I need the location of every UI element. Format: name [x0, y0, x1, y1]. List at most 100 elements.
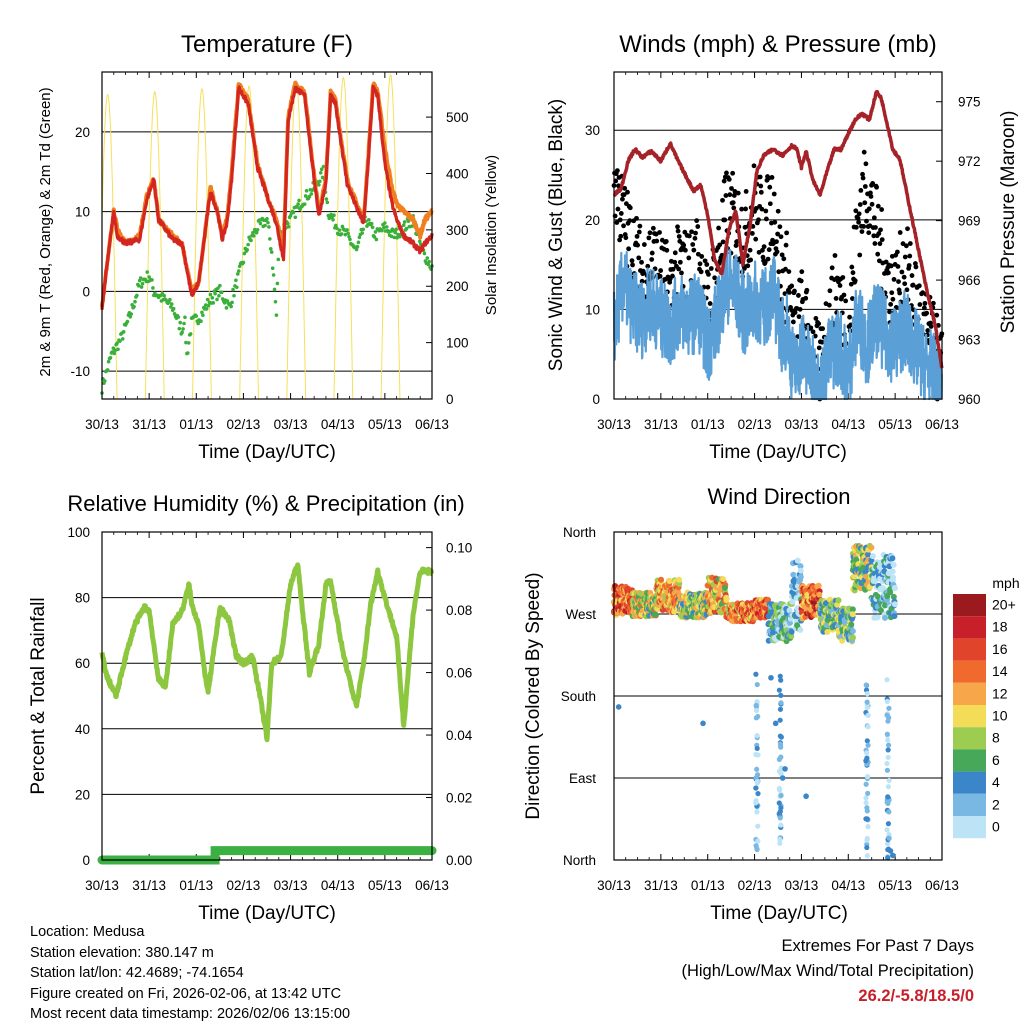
- gust-point: [872, 241, 878, 246]
- gust-point: [899, 269, 905, 275]
- gust-point: [894, 249, 900, 255]
- dewpoint-point: [357, 235, 362, 240]
- direction-point: [753, 751, 759, 758]
- gust-point: [739, 206, 745, 212]
- direction-point: [890, 593, 897, 600]
- dewpoint-point: [369, 221, 374, 226]
- direction-point: [797, 567, 804, 574]
- gust-point: [761, 244, 767, 250]
- direction-point: [754, 745, 760, 752]
- wind-line: [612, 245, 943, 401]
- direction-point: [778, 677, 784, 683]
- direction-point: [755, 713, 761, 720]
- direction-point: [890, 561, 897, 568]
- direction-point: [666, 577, 673, 584]
- plot-frame: [101, 71, 433, 400]
- gust-point: [879, 237, 885, 243]
- dewpoint-point: [425, 256, 430, 260]
- dewpoint-point: [169, 302, 174, 306]
- direction-point: [865, 824, 871, 830]
- dewpoint-point: [138, 276, 143, 280]
- direction-point: [753, 702, 759, 709]
- direction-point: [865, 724, 871, 730]
- gust-point: [670, 273, 675, 279]
- dewpoint-point: [263, 223, 267, 228]
- extremes-subtitle: (High/Low/Max Wind/Total Precipitation): [681, 962, 974, 980]
- x-tick-label: 03/13: [274, 417, 308, 432]
- direction-point: [676, 576, 683, 583]
- direction-point: [777, 706, 784, 712]
- direction-point: [885, 800, 891, 807]
- gust-point: [681, 242, 687, 248]
- gust-point: [922, 300, 928, 306]
- gust-point: [866, 230, 872, 236]
- gust-point: [639, 278, 645, 284]
- direction-point: [803, 793, 809, 800]
- dewpoint-point: [208, 292, 213, 297]
- direction-point: [776, 785, 782, 792]
- y-tick-label-right: 960: [958, 392, 981, 407]
- gust-point: [614, 168, 620, 174]
- dewpoint-point: [210, 296, 215, 300]
- y-tick-label-right: 0.04: [446, 728, 473, 743]
- x-tick-label: 05/13: [368, 878, 402, 893]
- gust-point: [727, 192, 733, 198]
- dewpoint-point: [324, 197, 329, 201]
- gust-point: [730, 170, 736, 176]
- dewpoint-point: [270, 266, 275, 271]
- gust-point: [784, 230, 790, 236]
- dewpoint-point: [200, 310, 204, 315]
- plot-frame: [613, 71, 943, 400]
- x-tick-label: 02/13: [738, 878, 772, 893]
- dewpoint-point: [307, 194, 312, 199]
- data-timestamp: Most recent data timestamp: 2026/02/06 1…: [30, 1006, 351, 1023]
- x-tick-label: 03/13: [274, 878, 308, 893]
- direction-point: [886, 835, 892, 841]
- dewpoint-point: [113, 348, 117, 353]
- gust-point: [866, 206, 872, 212]
- station-info: Location: Medusa Station elevation: 380.…: [30, 922, 350, 1025]
- gust-point: [856, 219, 861, 225]
- direction-point: [848, 621, 855, 628]
- dewpoint-point: [318, 171, 323, 175]
- x-tick-label: 05/13: [878, 878, 912, 893]
- station-latlon: Station lat/lon: 42.4689; -74.1654: [30, 965, 244, 982]
- y-tick-label-left: 20: [585, 213, 600, 228]
- dewpoint-point: [254, 230, 259, 235]
- x-tick-label: 01/13: [179, 878, 213, 893]
- x-tick-label: 30/13: [597, 878, 631, 893]
- gust-point: [849, 264, 855, 270]
- dewpoint-point: [334, 223, 338, 228]
- dewpoint-point: [188, 332, 193, 336]
- gust-point: [857, 202, 863, 207]
- dewpoint-point: [171, 306, 176, 311]
- gust-point: [708, 266, 714, 271]
- legend-swatch: [953, 793, 986, 816]
- x-tick-label: 30/13: [597, 417, 631, 432]
- gust-point: [925, 328, 931, 333]
- gust-point: [654, 238, 660, 244]
- gust-point: [690, 242, 696, 247]
- dewpoint-point: [103, 379, 107, 383]
- gust-point: [875, 203, 881, 209]
- y-tick-label-right: 0.10: [446, 541, 472, 556]
- humidity-ylabel-left: Percent & Total Rainfall: [28, 597, 49, 794]
- dewpoint-point: [235, 285, 239, 290]
- gust-point: [888, 301, 894, 307]
- gust-point: [852, 278, 858, 284]
- figure-created: Figure created on Fri, 2026-02-06, at 13…: [30, 985, 342, 1002]
- direction-point: [816, 591, 823, 598]
- pressure-line: [612, 89, 944, 369]
- gust-point: [647, 230, 653, 236]
- gust-point: [763, 208, 769, 214]
- dewpoint-point: [218, 283, 222, 288]
- humidity-xlabel: Time (Day/UTC): [198, 903, 336, 924]
- gust-point: [868, 190, 873, 196]
- dewpoint-point: [258, 221, 263, 226]
- gust-point: [774, 239, 779, 245]
- dewpoint-point: [370, 225, 375, 230]
- station-location: Location: Medusa: [30, 924, 145, 940]
- gust-point: [909, 273, 915, 278]
- legend-swatch: [953, 616, 986, 639]
- dewpoint-point: [183, 315, 187, 320]
